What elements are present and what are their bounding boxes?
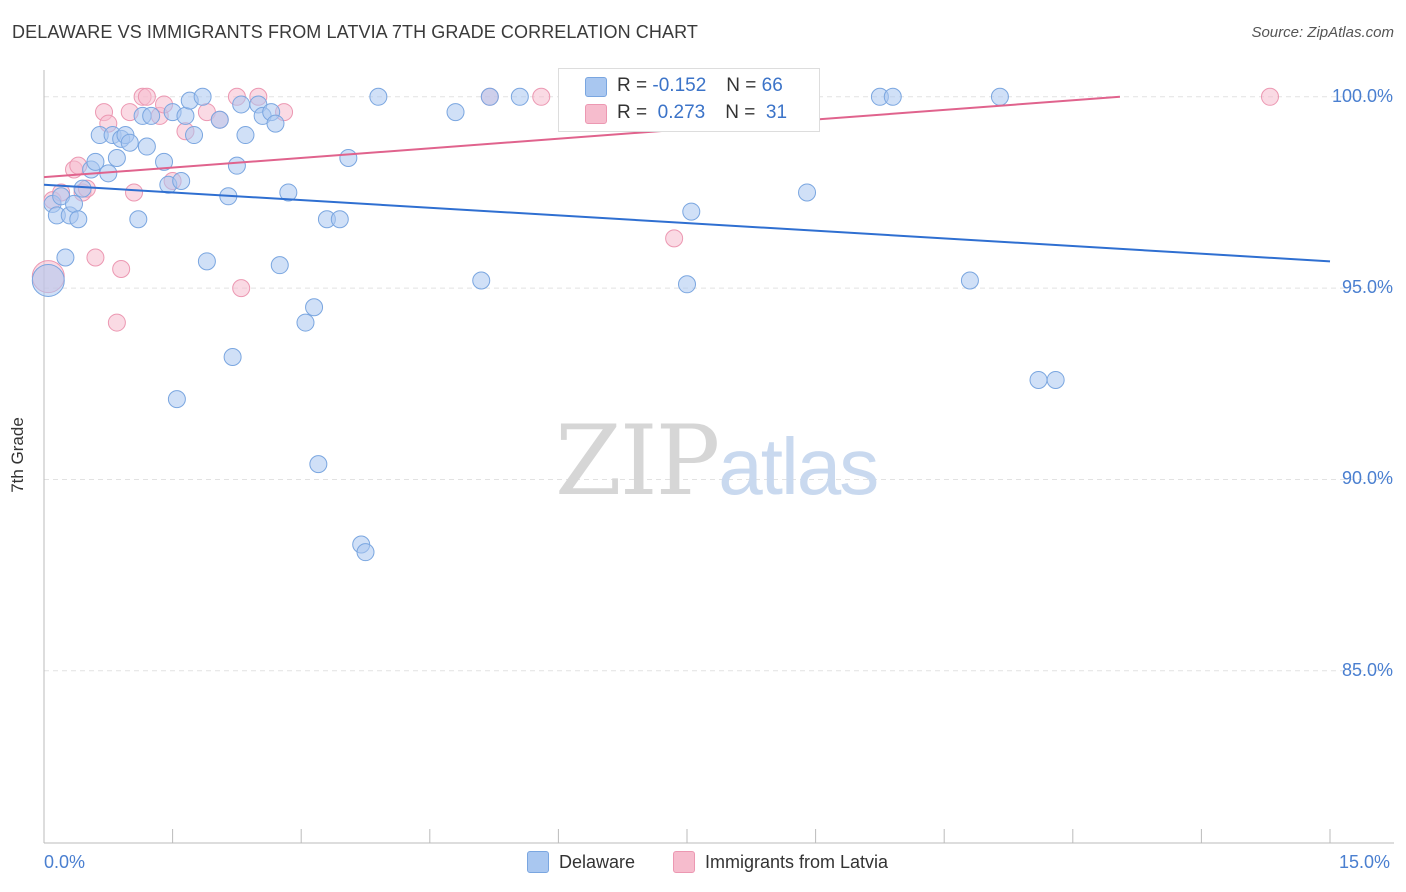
latvia-point	[107, 313, 126, 332]
delaware-point	[86, 152, 105, 171]
delaware-point	[185, 126, 204, 145]
latvia-point	[86, 248, 105, 267]
legend-latvia-label: Immigrants from Latvia	[705, 851, 889, 872]
delaware-point	[120, 133, 139, 152]
latvia-swatch	[585, 104, 607, 124]
delaware-point	[137, 137, 156, 156]
delaware-point	[369, 87, 388, 106]
delaware-point	[330, 210, 349, 229]
latvia-point	[665, 229, 684, 248]
legend-latvia-swatch	[673, 851, 695, 873]
delaware-point	[193, 87, 212, 106]
x-tick-label-min: 0.0%	[44, 852, 86, 872]
y-tick-label: 95.0%	[1341, 277, 1393, 297]
y-tick-label: 100.0%	[1331, 86, 1393, 106]
delaware-point	[960, 271, 979, 290]
n-value: 66	[761, 75, 783, 96]
delaware-point	[155, 152, 174, 171]
delaware-point	[172, 171, 191, 190]
r-value: -0.152	[652, 75, 707, 96]
delaware-point	[69, 210, 88, 229]
latvia-point	[137, 87, 156, 106]
delaware-point	[279, 183, 298, 202]
legend-latvia[interactable]: Immigrants from Latvia	[673, 851, 888, 873]
delaware-point	[167, 390, 186, 409]
y-tick-label: 85.0%	[1341, 660, 1393, 680]
delaware-point	[270, 256, 289, 275]
delaware-point	[682, 202, 701, 221]
watermark: ZIPatlas	[555, 405, 879, 517]
delaware-point	[990, 87, 1009, 106]
r-value: 0.273	[657, 102, 706, 123]
delaware-point	[266, 114, 285, 133]
y-tick-label: 90.0%	[1341, 468, 1393, 488]
delaware-point	[1029, 370, 1048, 389]
delaware-point	[227, 156, 246, 175]
n-value: 31	[765, 102, 788, 123]
source-label: Source: ZipAtlas.com	[1251, 24, 1394, 41]
watermark-atlas: atlas	[718, 422, 879, 511]
gridlines	[44, 96, 1394, 672]
latvia-point	[1260, 87, 1279, 106]
y-axis-label: 7th Grade	[8, 417, 27, 493]
legend-delaware-label: Delaware	[559, 851, 636, 872]
delaware-point	[678, 275, 696, 294]
latvia-point	[232, 279, 251, 298]
delaware-point	[31, 263, 65, 297]
latvia-stats-row: R = 0.273 N = 31	[617, 100, 787, 126]
delaware-point	[510, 87, 529, 106]
trend-lines	[43, 95, 1331, 263]
delaware-point	[446, 103, 465, 122]
latvia-point	[532, 87, 551, 106]
chart-title: DELAWARE VS IMMIGRANTS FROM LATVIA 7TH G…	[12, 22, 698, 42]
delaware-point	[480, 87, 499, 106]
delaware-point	[73, 179, 92, 198]
delaware-stats-row: R = -0.152 N = 66	[617, 73, 783, 99]
delaware-point	[356, 543, 375, 562]
axes	[43, 70, 1394, 844]
delaware-point	[236, 126, 255, 145]
delaware-point	[296, 313, 315, 332]
legend: Delaware Immigrants from Latvia	[0, 851, 1406, 877]
r-label: R =	[617, 102, 648, 123]
x-tick-label-max: 15.0%	[1339, 852, 1391, 872]
delaware-point	[210, 110, 229, 129]
delaware-point	[223, 348, 242, 367]
latvia-trend-line	[43, 95, 1121, 179]
delaware-point	[472, 271, 491, 290]
delaware-point	[1046, 370, 1065, 389]
delaware-point	[232, 95, 251, 114]
watermark-zip: ZIP	[555, 405, 720, 517]
delaware-point	[129, 210, 148, 229]
delaware-point	[883, 87, 902, 106]
n-label: N =	[725, 102, 756, 123]
delaware-point	[65, 194, 84, 213]
delaware-point	[107, 149, 126, 168]
delaware-point	[56, 248, 75, 267]
delaware-point	[339, 149, 358, 168]
r-label: R =	[617, 75, 648, 96]
delaware-points	[31, 87, 1065, 562]
n-label: N =	[726, 75, 757, 96]
legend-delaware[interactable]: Delaware	[527, 851, 635, 873]
latvia-point	[112, 259, 131, 278]
delaware-point	[142, 106, 161, 125]
delaware-trend-line	[43, 183, 1331, 263]
delaware-swatch	[585, 77, 607, 97]
legend-delaware-swatch	[527, 851, 549, 873]
delaware-point	[305, 298, 324, 317]
delaware-point	[176, 106, 195, 125]
latvia-point	[125, 183, 144, 202]
delaware-point	[197, 252, 216, 271]
delaware-point	[309, 455, 328, 474]
delaware-point	[798, 183, 817, 202]
stats-box: R = -0.152 N = 66 R = 0.273 N = 31	[558, 68, 820, 132]
